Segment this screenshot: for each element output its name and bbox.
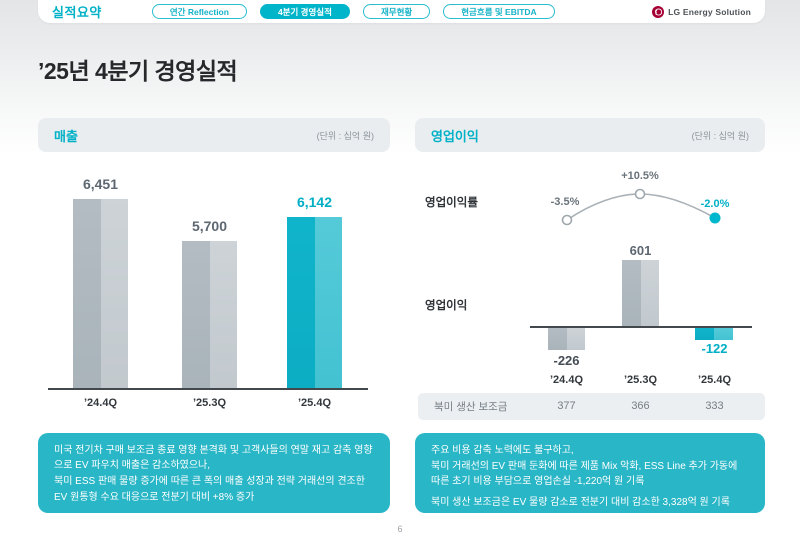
subsidy-value-25-4q: 333 — [705, 400, 724, 412]
nav-tabs: 연간 Reflection 4분기 경영실적 재무현황 현금흐름 및 EBITD… — [151, 4, 555, 19]
margin-point-24-4q — [561, 214, 573, 226]
profit-cat-25-3q: ’25.3Q — [623, 374, 658, 386]
subsidy-value-24-4q: 377 — [557, 400, 576, 412]
revenue-cat-25-3q: ’25.3Q — [192, 397, 227, 409]
profit-unit-label: (단위 : 십억 원) — [691, 130, 749, 141]
tab-financial-status[interactable]: 재무현황 — [362, 4, 431, 19]
revenue-panel-header: 매출 (단위 : 십억 원) — [38, 118, 390, 152]
tab-cashflow-ebitda[interactable]: 현금흐름 및 EBITDA — [443, 4, 555, 19]
section-label: 실적요약 — [52, 5, 102, 20]
margin-value-25-4q: -2.0% — [700, 198, 730, 210]
margin-line-chart — [561, 188, 721, 226]
profit-value-24-4q: -226 — [553, 353, 580, 368]
profit-note-3: 북미 생산 보조금은 EV 물량 감소로 전분기 대비 감소한 3,328억 원… — [431, 496, 730, 508]
margin-row-label: 영업이익률 — [425, 197, 478, 209]
revenue-axis-baseline — [48, 388, 368, 390]
profit-cat-24-4q: ’24.4Q — [549, 374, 584, 386]
revenue-note-2: 북미 ESS 판매 물량 증가에 따른 큰 폭의 매출 성장과 전략 거래선의 … — [54, 476, 365, 503]
profit-note-1: 주요 비용 감축 노력에도 불구하고, — [431, 445, 574, 456]
revenue-bar-25-3q — [182, 241, 237, 389]
margin-point-25-3q — [634, 188, 646, 200]
revenue-cat-25-4q: ’25.4Q — [297, 397, 332, 409]
revenue-value-24-4q: 6,451 — [82, 176, 119, 192]
revenue-panel-title: 매출 — [54, 128, 78, 144]
page-title: ’25년 4분기 경영실적 — [38, 58, 238, 84]
revenue-value-25-4q: 6,142 — [296, 194, 333, 210]
subsidy-row-label: 북미 생산 보조금 — [434, 401, 508, 413]
subsidy-value-25-3q: 366 — [631, 400, 650, 412]
revenue-note-box: 미국 전기차 구매 보조금 종료 영향 본격화 및 고객사들의 연말 재고 감축… — [38, 433, 390, 513]
revenue-bar-25-4q — [287, 217, 342, 389]
profit-bar-25-4q — [695, 328, 733, 340]
revenue-bar-24-4q — [73, 199, 128, 389]
revenue-value-25-3q: 5,700 — [191, 218, 228, 234]
tab-annual-reflection[interactable]: 연간 Reflection — [151, 4, 247, 19]
profit-panel-title: 영업이익 — [431, 128, 479, 144]
profit-panel-header: 영업이익 (단위 : 십억 원) — [415, 118, 765, 152]
tab-q4-results[interactable]: 4분기 경영실적 — [259, 4, 350, 19]
top-nav-bar: 실적요약 연간 Reflection 4분기 경영실적 재무현황 현금흐름 및 … — [38, 0, 765, 23]
profit-value-25-3q: 601 — [629, 243, 652, 258]
revenue-unit-label: (단위 : 십억 원) — [316, 130, 374, 141]
profit-note-2: 북미 거래선의 EV 판매 둔화에 따른 제품 Mix 악화, ESS Line… — [431, 461, 738, 488]
profit-row-label: 영업이익 — [425, 300, 468, 312]
logo-text: LG Energy Solution — [668, 6, 751, 17]
revenue-cat-24-4q: ’24.4Q — [83, 397, 118, 409]
profit-value-25-4q: -122 — [701, 341, 728, 356]
profit-cat-25-4q: ’25.4Q — [697, 374, 732, 386]
profit-note-box: 주요 비용 감축 노력에도 불구하고, 북미 거래선의 EV 판매 둔화에 따른… — [415, 433, 765, 513]
page-number: 6 — [397, 524, 403, 534]
lg-symbol-icon — [652, 5, 665, 18]
margin-point-25-4q — [709, 212, 721, 224]
profit-bar-25-3q — [622, 260, 659, 326]
lg-energy-solution-logo: LG Energy Solution — [652, 5, 751, 18]
profit-bar-24-4q — [548, 328, 585, 350]
margin-value-25-3q: +10.5% — [621, 170, 659, 182]
revenue-note-1: 미국 전기차 구매 보조금 종료 영향 본격화 및 고객사들의 연말 재고 감축… — [54, 445, 373, 472]
margin-value-24-4q: -3.5% — [550, 196, 580, 208]
profit-axis-baseline — [530, 326, 752, 328]
subsidy-row: 북미 생산 보조금 — [418, 393, 765, 420]
